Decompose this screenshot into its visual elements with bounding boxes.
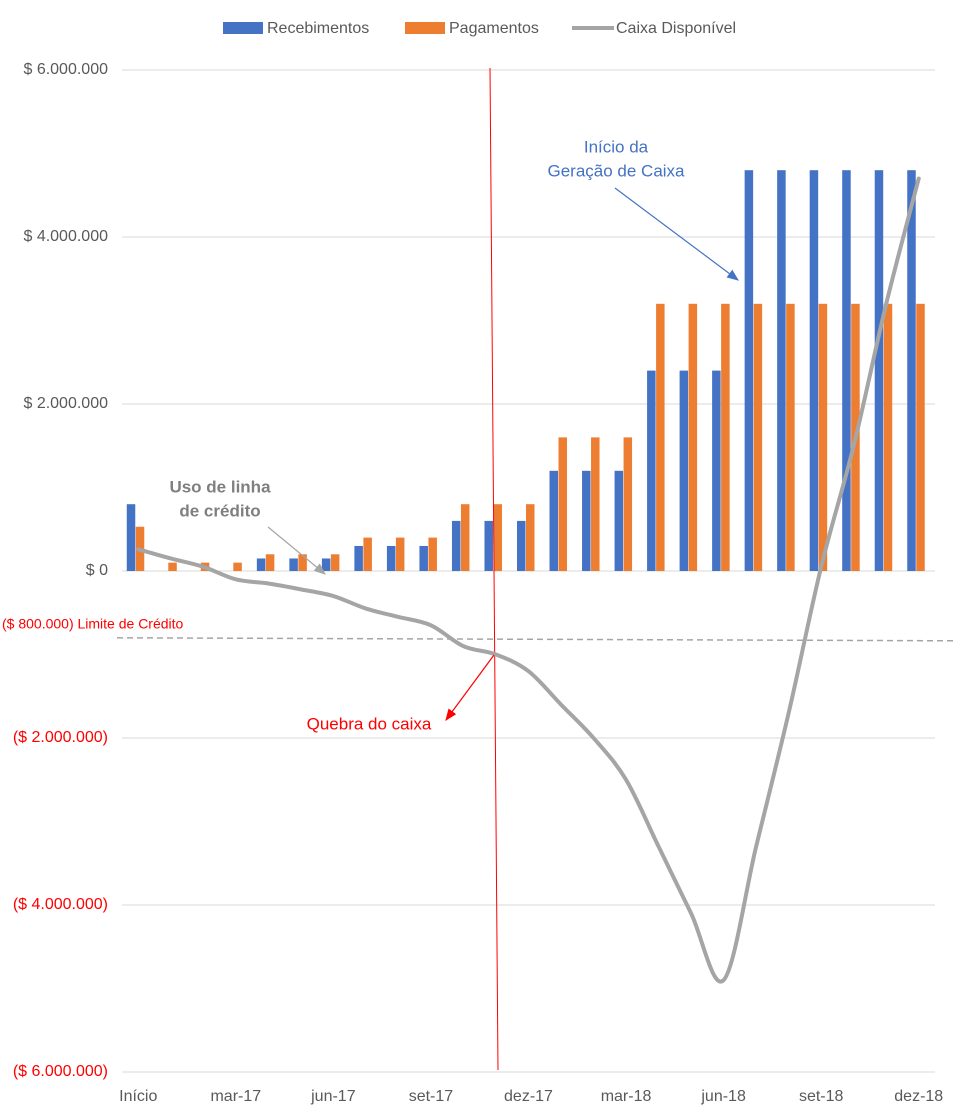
- y-tick-label: ($ 4.000.000): [13, 896, 108, 913]
- bar: [354, 545, 363, 571]
- bar: [330, 554, 340, 571]
- bar: [265, 554, 275, 571]
- bar: [753, 303, 763, 571]
- bar: [916, 303, 925, 571]
- bar: [558, 437, 568, 571]
- lines: [116, 176, 953, 984]
- y-tick-label: $ 4.000.000: [23, 228, 108, 245]
- x-tick-label: jun-18: [700, 1088, 746, 1105]
- bar: [874, 170, 884, 571]
- legend-label: Caixa Disponível: [616, 20, 736, 37]
- annotation: Geração de Caixa: [547, 161, 685, 180]
- bar: [688, 303, 698, 571]
- bar: [809, 170, 819, 571]
- bar: [298, 554, 307, 571]
- x-tick-label: jun-17: [310, 1088, 356, 1105]
- annotation: Início da: [584, 137, 649, 156]
- bar: [395, 537, 405, 571]
- annotation-arrow: [445, 654, 495, 721]
- legend-label: Recebimentos: [267, 20, 369, 37]
- bar: [289, 558, 298, 571]
- bar: [233, 562, 242, 571]
- labels: $ 6.000.000 $ 4.000.000 $ 2.000.000 $ 0 ($ 2…: [2, 20, 943, 1105]
- bar: [168, 562, 177, 571]
- bar: [656, 303, 665, 571]
- x-tick-label: dez-17: [504, 1088, 553, 1105]
- bar: [460, 504, 470, 571]
- y-tick-label: ($ 2.000.000): [13, 729, 108, 746]
- x-tick-label: mar-18: [601, 1088, 652, 1105]
- x-tick-label: dez-18: [894, 1088, 943, 1105]
- bar: [493, 504, 502, 571]
- bar: [451, 520, 461, 571]
- legend-swatch: [405, 22, 445, 34]
- annotation: de crédito: [179, 501, 260, 520]
- annotation: Uso de linha: [169, 477, 271, 496]
- bar: [256, 558, 266, 571]
- credit-limit-label: ($ 800.000) Limite de Crédito: [2, 616, 184, 632]
- bar: [386, 545, 396, 571]
- x-tick-label: set-17: [409, 1088, 454, 1105]
- x-tick-label: set-18: [799, 1088, 844, 1105]
- y-tick-label: ($ 6.000.000): [13, 1063, 108, 1080]
- bar: [549, 470, 559, 571]
- bar: [744, 170, 754, 571]
- annotation: Quebra do caixa: [307, 714, 432, 733]
- x-tick-label: Início: [119, 1088, 157, 1105]
- legend-swatch: [223, 22, 263, 34]
- bar: [321, 558, 331, 571]
- credit-limit-line: [116, 637, 953, 642]
- bar: [526, 504, 535, 571]
- x-tick-label: mar-17: [210, 1088, 261, 1105]
- bar: [419, 545, 428, 571]
- bar: [883, 303, 893, 571]
- bar: [679, 370, 689, 571]
- bar: [721, 303, 730, 571]
- bar: [517, 520, 526, 571]
- y-tick-label: $ 0: [86, 562, 108, 579]
- y-tick-label: $ 6.000.000: [23, 61, 108, 78]
- bar: [777, 170, 786, 571]
- line-series: [136, 176, 921, 984]
- bar: [591, 437, 600, 571]
- bar: [623, 437, 633, 571]
- bar: [647, 370, 656, 571]
- bar: [428, 537, 437, 571]
- bar: [712, 370, 721, 571]
- bar: [842, 170, 851, 571]
- bar: [126, 504, 136, 571]
- bar: [818, 303, 828, 571]
- y-tick-label: $ 2.000.000: [23, 395, 108, 412]
- annotation-arrow: [614, 187, 739, 281]
- bar: [907, 170, 916, 571]
- annotation-arrow: [267, 526, 326, 575]
- bar: [363, 537, 372, 571]
- break-line: [489, 67, 499, 1071]
- bar: [614, 470, 624, 571]
- bar: [484, 520, 493, 571]
- bar: [582, 470, 591, 571]
- bar: [786, 303, 795, 571]
- legend-label: Pagamentos: [449, 20, 539, 37]
